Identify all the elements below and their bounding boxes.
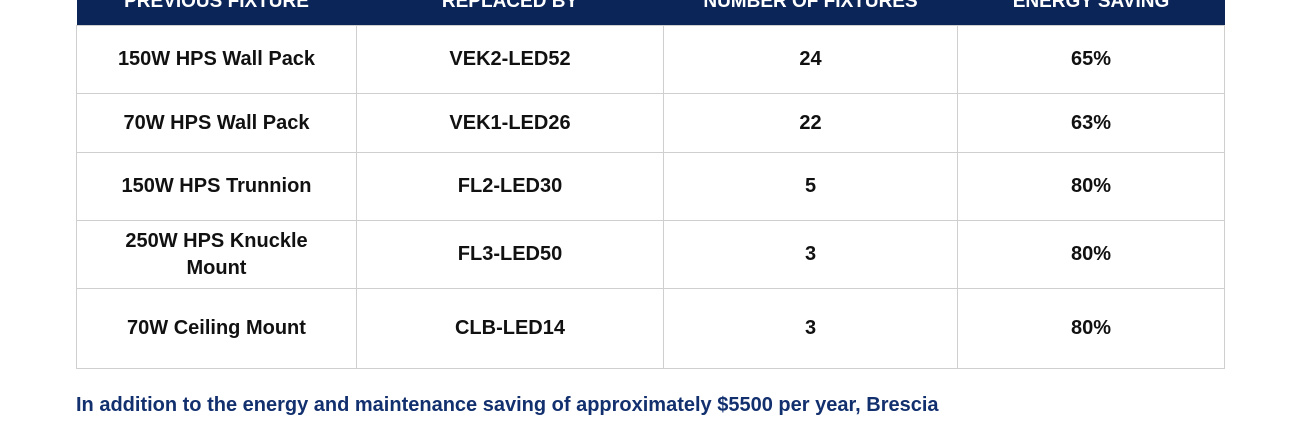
table-row: 150W HPS Wall Pack VEK2-LED52 24 65%	[76, 25, 1225, 94]
table-container: PREVIOUS FIXTURE REPLACED BY NUMBER OF FIX…	[76, 0, 1225, 369]
table-cell: 63%	[957, 93, 1225, 153]
table-cell: VEK2-LED52	[356, 25, 664, 94]
header-cell: NUMBER OF FIXTURES	[663, 0, 958, 26]
table-cell: 250W HPS Knuckle Mount	[76, 220, 357, 289]
table-cell: CLB-LED14	[356, 288, 664, 369]
table-cell: 150W HPS Trunnion	[76, 152, 357, 221]
table-cell: 150W HPS Wall Pack	[76, 25, 357, 94]
table-cell: FL2-LED30	[356, 152, 664, 221]
header-cell: PREVIOUS FIXTURE	[76, 0, 357, 26]
header-cell: ENERGY SAVING	[957, 0, 1225, 26]
paragraph: In addition to the energy and maintenanc…	[76, 394, 939, 416]
table-cell: 80%	[957, 220, 1225, 289]
header-cell: REPLACED BY	[356, 0, 664, 26]
table-cell: 3	[663, 220, 958, 289]
table-cell: 3	[663, 288, 958, 369]
table-cell: 80%	[957, 152, 1225, 221]
table-cell: 65%	[957, 25, 1225, 94]
table-row: 150W HPS Trunnion FL2-LED30 5 80%	[76, 152, 1225, 221]
header-row: PREVIOUS FIXTURE REPLACED BY NUMBER OF FIX…	[76, 0, 1225, 26]
table-cell: 22	[663, 93, 958, 153]
table-row: 70W HPS Wall Pack VEK1-LED26 22 63%	[76, 93, 1225, 153]
table-body: 150W HPS Wall Pack VEK2-LED52 24 65% 70W HPS…	[76, 25, 1225, 369]
table-cell: 5	[663, 152, 958, 221]
table-cell: 80%	[957, 288, 1225, 369]
table-cell: FL3-LED50	[356, 220, 664, 289]
table-row: 250W HPS Knuckle Mount FL3-LED50 3 80%	[76, 220, 1225, 289]
table-row: 70W Ceiling Mount CLB-LED14 3 80%	[76, 288, 1225, 369]
fixture-table: PREVIOUS FIXTURE REPLACED BY NUMBER OF FIX…	[76, 0, 1225, 369]
table-cell: VEK1-LED26	[356, 93, 664, 153]
table-cell: 70W Ceiling Mount	[76, 288, 357, 369]
table-cell: 70W HPS Wall Pack	[76, 93, 357, 153]
table-cell: 24	[663, 25, 958, 94]
